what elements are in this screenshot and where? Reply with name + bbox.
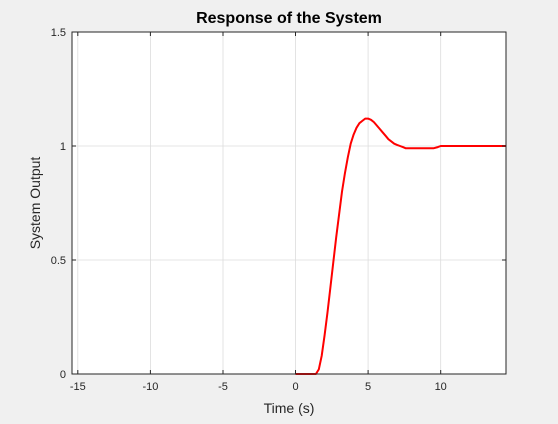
x-tick-label: 10 [435,381,447,393]
axes-box [71,31,507,375]
series-group [295,117,506,375]
chart-title: Response of the System [196,10,382,27]
x-tick-label: 5 [365,381,371,393]
tick-labels: -15 -10 -5 0 5 10 0 0.5 1 1.5 [51,27,447,393]
x-axis-label: Time (s) [264,400,315,416]
x-tick-label: -5 [218,381,228,393]
y-tick-label: 0.5 [51,255,66,267]
axes-frame [71,31,507,375]
x-tick-label: -10 [142,381,158,393]
x-tick-label: -15 [70,381,86,393]
tick-marks [72,31,506,375]
y-tick-label: 0 [60,369,66,381]
y-tick-label: 1.5 [51,27,66,39]
y-tick-label: 1 [60,141,66,153]
x-tick-label: 0 [292,381,298,393]
axes-background [72,32,506,374]
series-line [295,117,506,375]
y-axis-label: System Output [27,157,43,250]
